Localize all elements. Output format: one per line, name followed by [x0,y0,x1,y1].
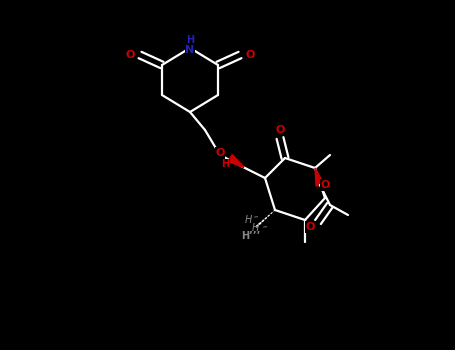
Polygon shape [228,155,245,168]
Text: H: H [221,159,229,169]
Text: H: H [251,223,259,233]
Polygon shape [315,168,324,186]
Text: H’’’: H’’’ [241,231,261,241]
Text: O: O [215,148,225,158]
Text: H: H [244,215,252,225]
Text: O: O [125,50,135,60]
Text: O: O [245,50,255,60]
Text: N: N [185,45,195,55]
Text: ‴: ‴ [263,225,267,234]
Text: ‴: ‴ [254,216,258,224]
Text: O: O [305,222,315,232]
Text: H: H [186,35,194,45]
Text: O: O [320,180,330,190]
Text: O: O [275,125,285,135]
